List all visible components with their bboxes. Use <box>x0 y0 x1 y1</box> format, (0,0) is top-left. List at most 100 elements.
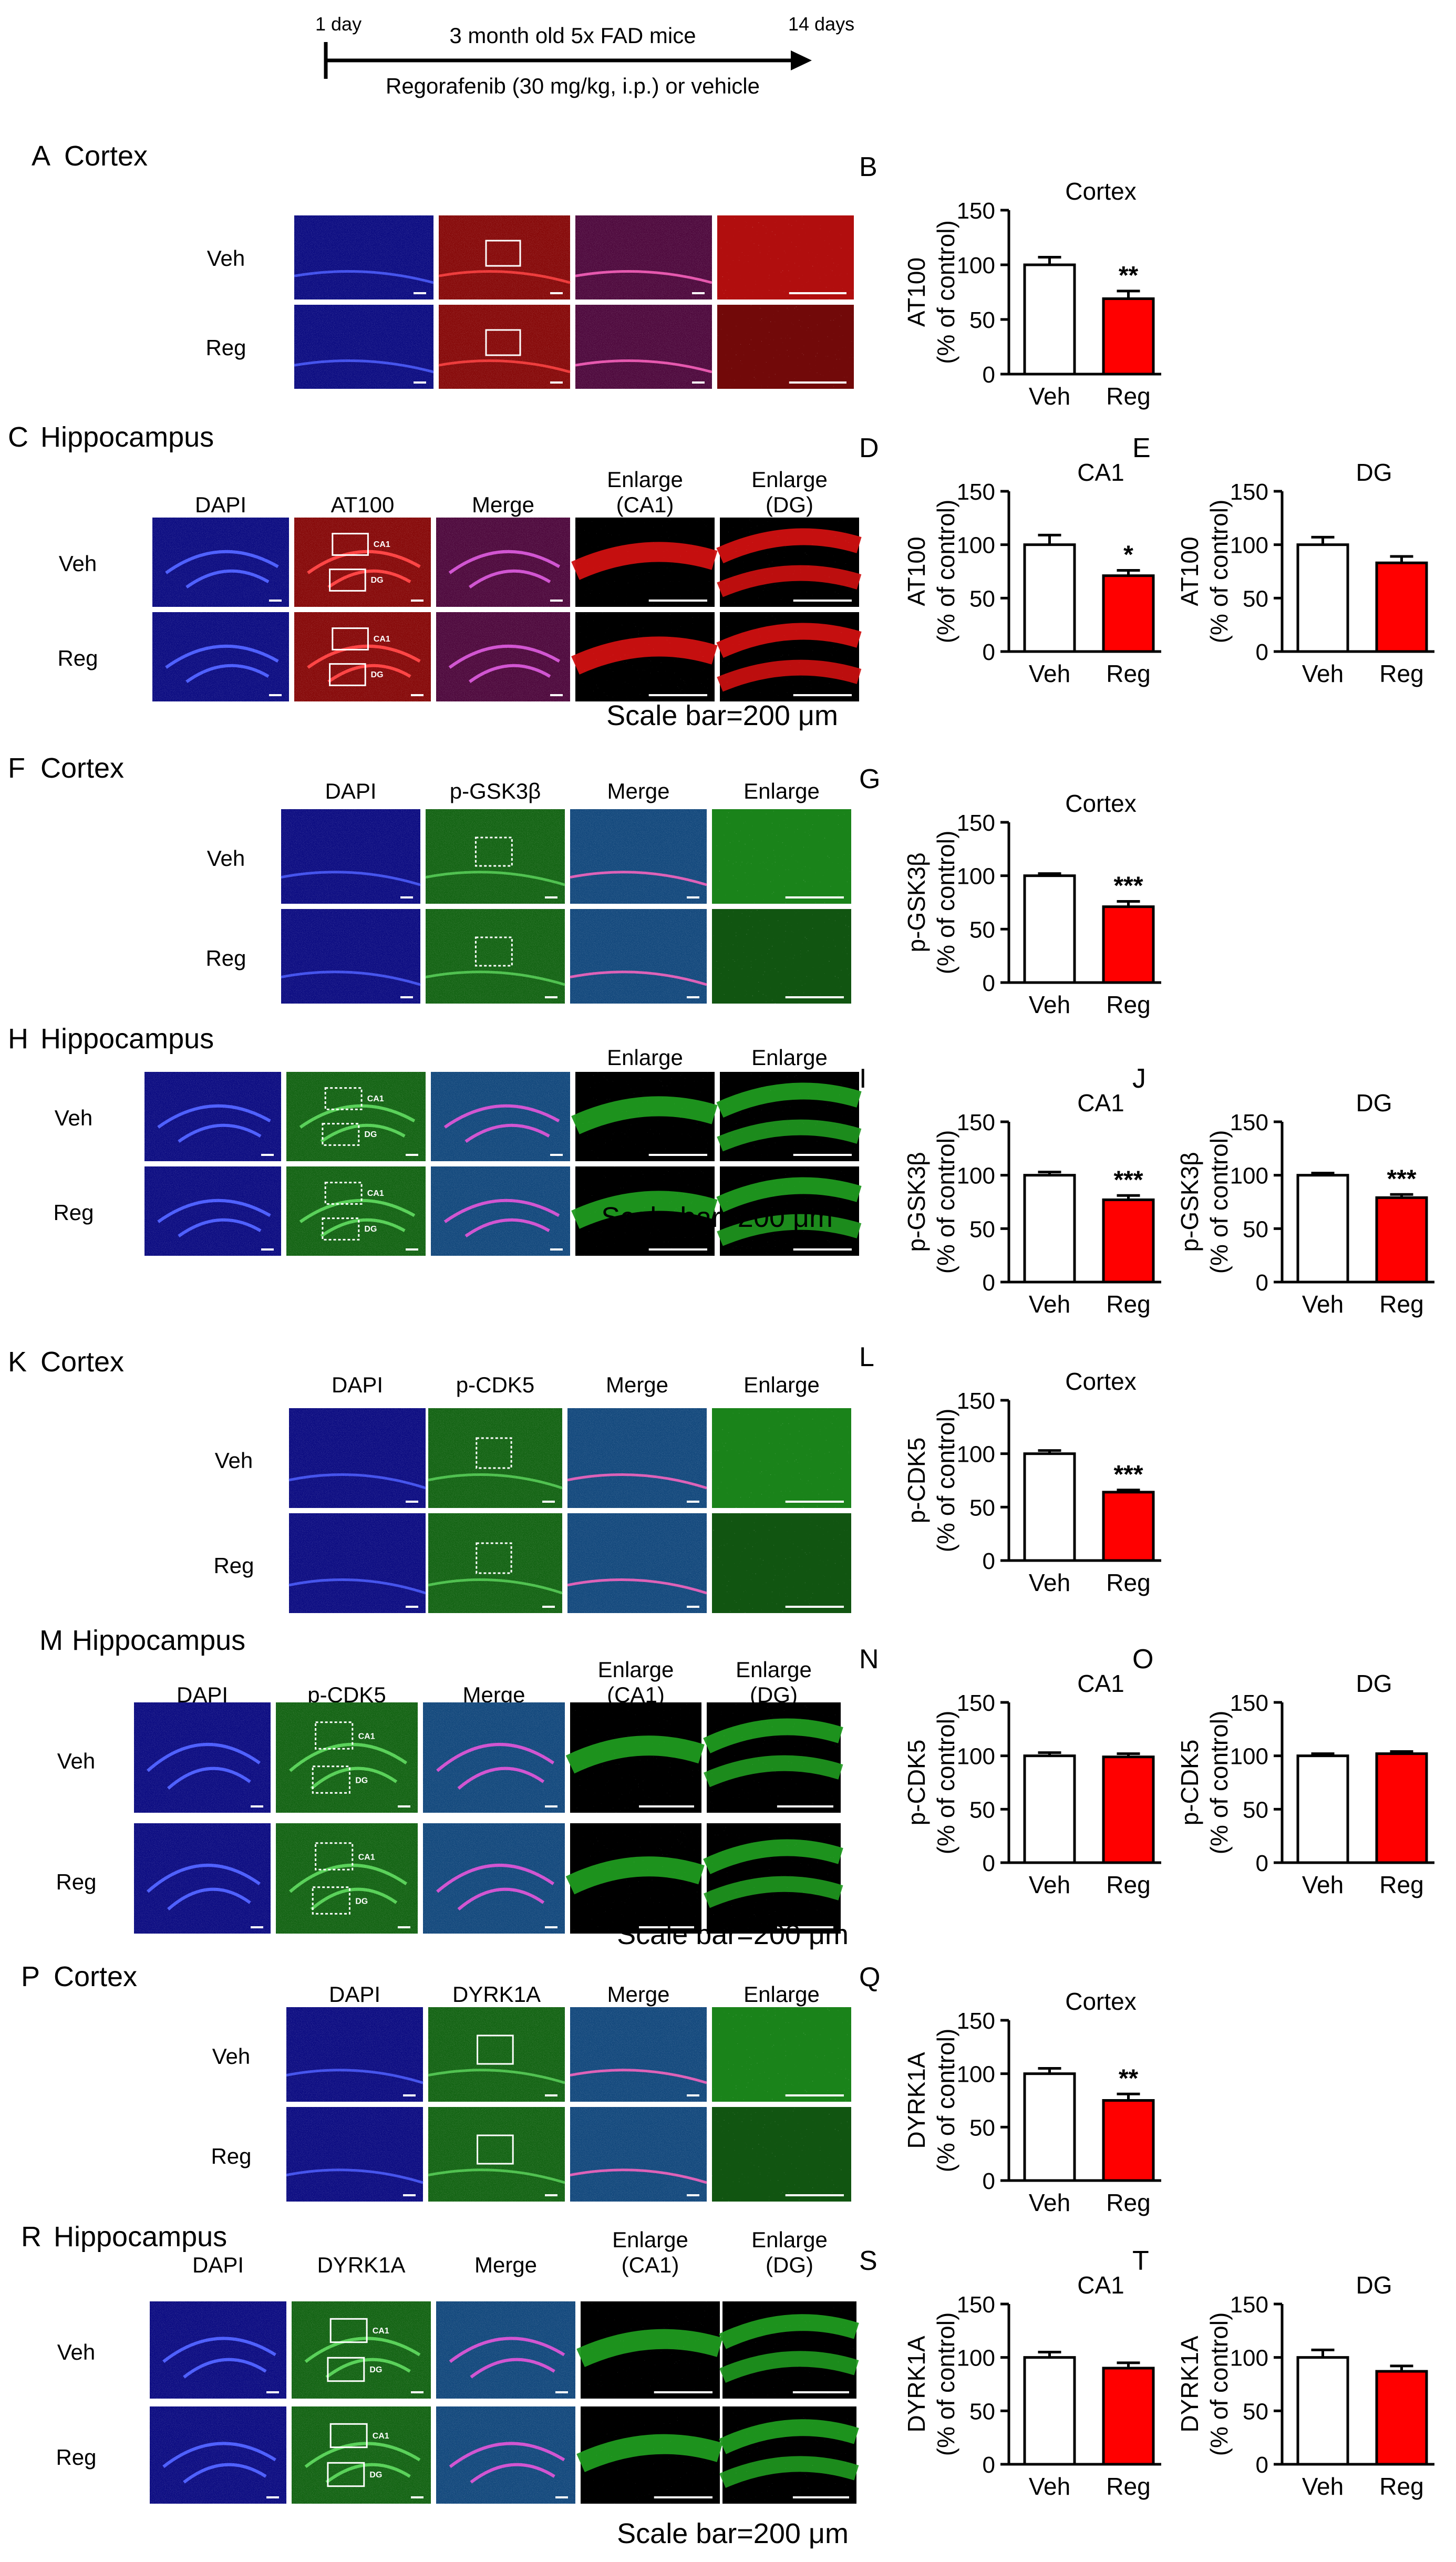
y-tick-label: 150 <box>957 1690 995 1716</box>
micrograph-texture <box>575 612 715 701</box>
y-axis-label-line: (% of control) <box>932 831 959 975</box>
y-axis-label: p-GSK3β(% of control) <box>903 1130 959 1274</box>
micrograph-texture <box>292 2406 431 2504</box>
y-axis-label-group: p-GSK3β(% of control) <box>903 1130 959 1274</box>
panel-letter-N: N <box>859 1644 879 1675</box>
micrograph-texture <box>712 2007 851 2102</box>
column-header: DAPI <box>325 779 376 803</box>
y-axis-label: p-GSK3β(% of control) <box>903 831 959 975</box>
row-label: Reg <box>53 1200 94 1225</box>
y-axis-label-line: DYRK1A <box>903 2052 930 2148</box>
bar-veh <box>1023 263 1076 376</box>
micrograph-texture <box>423 1702 565 1813</box>
column-header-line: Merge <box>472 492 534 517</box>
bar-reg <box>1375 561 1428 653</box>
y-tick-label: 0 <box>1256 639 1268 665</box>
column-header-line: Merge <box>607 1982 669 2007</box>
panel-region-F: Cortex <box>40 752 124 784</box>
column-header-line: Enlarge <box>751 2227 828 2252</box>
column-header: DAPI <box>332 1372 383 1397</box>
y-tick-label: 150 <box>957 2292 995 2318</box>
row-label: Reg <box>211 2144 251 2168</box>
y-tick-label: 100 <box>1230 533 1268 559</box>
micrograph-texture <box>286 2107 423 2202</box>
image-section-A: ACortexDAPIAT100MergeEnlargeVehReg <box>32 140 854 389</box>
micrograph-texture <box>581 2406 720 2504</box>
roi-label-dg: DG <box>355 1776 368 1785</box>
y-tick-label: 100 <box>1230 1163 1268 1189</box>
y-tick-label: 0 <box>983 1851 995 1876</box>
bar-reg <box>1102 905 1155 984</box>
bar-reg <box>1102 2099 1155 2182</box>
chart-title: Cortex <box>1065 1988 1136 2015</box>
roi-label-ca1: CA1 <box>373 2432 389 2441</box>
micrograph-texture <box>428 1408 562 1508</box>
micrograph-texture <box>570 1702 701 1813</box>
micrograph-texture <box>570 2107 707 2202</box>
y-tick-label: 50 <box>969 2115 995 2141</box>
micrograph-texture <box>575 1072 715 1161</box>
panel-region-P: Cortex <box>54 1961 137 1992</box>
column-header: Enlarge(DG) <box>736 1657 812 1707</box>
column-header: p-GSK3β <box>450 779 541 803</box>
y-axis-label-group: DYRK1A(% of control) <box>903 2312 959 2456</box>
column-header: DAPI <box>192 2253 244 2277</box>
y-tick-label: 50 <box>969 917 995 943</box>
chart-title: CA1 <box>1077 459 1124 486</box>
y-axis-label-line: p-GSK3β <box>903 852 930 952</box>
roi-box-dg <box>312 1765 350 1794</box>
roi-box <box>477 2134 514 2165</box>
roi-box-dg <box>327 2462 365 2487</box>
micrograph-texture <box>286 1166 426 1256</box>
roi-box-ca1 <box>332 533 369 556</box>
chart-title: Cortex <box>1065 178 1136 205</box>
y-axis-label-line: (% of control) <box>932 1711 959 1855</box>
panel-region-C: Hippocampus <box>40 421 214 453</box>
image-section-H: HHippocampusDAPIp-GSK3βMergeEnlarge(CA1)… <box>8 1023 862 1256</box>
x-tick-label: Reg <box>1379 1290 1423 1318</box>
bar-reg <box>1375 2370 1428 2466</box>
column-header-line: DYRK1A <box>452 1982 541 2007</box>
y-axis-label-group: p-CDK5(% of control) <box>903 1711 959 1855</box>
micrograph-texture <box>152 518 289 607</box>
x-tick-label: Reg <box>1379 2473 1423 2500</box>
micrograph-panels: A Cortex DAPI AT100 Merge Enlarge Veh Reg C Hippo… <box>8 140 862 2549</box>
row-label: Reg <box>56 1869 96 1894</box>
micrograph-texture <box>712 909 851 1004</box>
bar-reg <box>1102 297 1155 376</box>
y-axis-label-line: (% of control) <box>1205 500 1233 644</box>
y-axis-label-line: (% of control) <box>932 1130 959 1274</box>
micrograph-texture <box>294 215 433 299</box>
y-axis-label-group: p-CDK5(% of control) <box>903 1409 959 1553</box>
micrograph-texture <box>581 2301 720 2399</box>
roi-box-ca1 <box>315 1842 354 1871</box>
micrograph-texture <box>276 1823 418 1934</box>
roi-box-dg <box>322 1123 360 1146</box>
chart-title: Cortex <box>1065 1368 1136 1395</box>
roi-box-ca1 <box>329 2423 368 2449</box>
y-axis-label: AT100(% of control) <box>903 220 959 364</box>
panel-letter-H: H <box>8 1023 28 1055</box>
y-tick-label: 0 <box>983 639 995 665</box>
y-tick-label: 150 <box>957 810 995 836</box>
x-tick-label: Veh <box>1029 1871 1070 1898</box>
y-tick-label: 50 <box>969 1216 995 1242</box>
bar-veh <box>1296 2356 1349 2466</box>
bar-reg <box>1375 1752 1428 1864</box>
bar-reg <box>1102 1198 1155 1284</box>
row-label: Reg <box>205 335 246 360</box>
y-axis-label-line: AT100 <box>903 536 930 606</box>
y-axis-label: AT100(% of control) <box>1176 500 1233 644</box>
y-tick-label: 0 <box>1256 1270 1268 1296</box>
chart-title: DG <box>1356 1089 1392 1117</box>
micrograph-texture <box>570 909 707 1004</box>
y-axis-label-group: p-CDK5(% of control) <box>1176 1711 1233 1855</box>
column-header: Enlarge(CA1) <box>598 1657 674 1707</box>
column-header-line: Enlarge <box>607 1045 683 1070</box>
micrograph-texture <box>436 2406 575 2504</box>
